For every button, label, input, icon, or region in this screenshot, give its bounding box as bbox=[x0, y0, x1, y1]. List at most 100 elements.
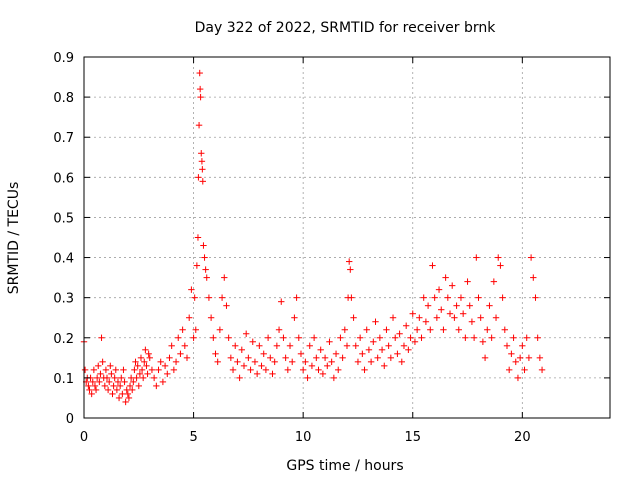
data-point bbox=[484, 326, 491, 333]
data-point bbox=[310, 334, 318, 341]
data-point bbox=[345, 258, 353, 265]
data-point bbox=[317, 346, 324, 354]
data-point bbox=[236, 374, 243, 382]
data-point bbox=[315, 366, 322, 374]
data-point bbox=[530, 274, 537, 281]
data-point bbox=[81, 366, 89, 374]
data-point bbox=[324, 362, 331, 370]
data-point bbox=[262, 366, 270, 374]
data-point bbox=[199, 178, 206, 185]
data-point bbox=[536, 354, 544, 362]
data-point bbox=[251, 358, 259, 366]
data-point bbox=[339, 354, 346, 362]
data-point bbox=[145, 350, 152, 358]
data-point bbox=[153, 382, 160, 390]
y-tick-label: 0.3 bbox=[53, 292, 74, 307]
data-point bbox=[282, 354, 289, 362]
data-point bbox=[446, 310, 454, 317]
data-point bbox=[92, 386, 100, 394]
data-point bbox=[97, 370, 104, 378]
data-point bbox=[273, 342, 281, 349]
grid bbox=[84, 57, 610, 418]
y-tick-label: 0.1 bbox=[53, 372, 74, 387]
data-point bbox=[477, 314, 484, 321]
data-point bbox=[363, 326, 370, 333]
data-point bbox=[514, 374, 522, 382]
data-point bbox=[88, 390, 95, 398]
data-point bbox=[297, 350, 305, 358]
data-point bbox=[527, 254, 535, 261]
data-point bbox=[188, 286, 195, 293]
y-tick-label: 0 bbox=[66, 412, 74, 427]
data-point bbox=[284, 366, 292, 374]
data-point bbox=[86, 386, 93, 394]
data-point bbox=[435, 286, 443, 293]
data-point bbox=[238, 346, 245, 354]
data-point bbox=[389, 314, 397, 321]
data-point bbox=[385, 342, 392, 349]
data-point bbox=[164, 370, 171, 378]
data-point bbox=[267, 354, 274, 362]
data-point bbox=[519, 342, 526, 349]
data-point bbox=[111, 374, 118, 382]
data-point bbox=[136, 370, 144, 378]
axis-ticks bbox=[83, 56, 610, 419]
data-point bbox=[196, 69, 203, 77]
x-tick-label: 0 bbox=[80, 430, 88, 445]
data-point bbox=[280, 334, 287, 341]
data-point bbox=[475, 294, 482, 301]
data-point bbox=[429, 262, 436, 269]
data-point bbox=[413, 326, 421, 333]
data-point bbox=[125, 394, 133, 402]
data-point bbox=[179, 326, 186, 333]
x-tick-labels: 0 5 10 15 20 bbox=[80, 430, 531, 445]
data-point bbox=[405, 346, 412, 354]
data-point bbox=[159, 378, 167, 386]
data-point bbox=[321, 354, 329, 362]
data-point bbox=[455, 326, 462, 333]
x-tick-label: 15 bbox=[404, 430, 421, 445]
data-point bbox=[107, 362, 114, 370]
data-point bbox=[134, 362, 141, 370]
data-point bbox=[308, 362, 316, 370]
data-point bbox=[376, 334, 384, 341]
data-point bbox=[538, 366, 546, 374]
data-point bbox=[501, 326, 508, 333]
data-point bbox=[492, 314, 500, 321]
data-point bbox=[207, 314, 215, 321]
data-point bbox=[190, 334, 197, 341]
data-point bbox=[332, 350, 340, 358]
data-point bbox=[161, 362, 169, 370]
data-point bbox=[420, 294, 427, 301]
data-point bbox=[186, 314, 193, 321]
data-point bbox=[468, 318, 476, 325]
data-point bbox=[130, 378, 137, 386]
data-point bbox=[205, 294, 213, 301]
data-point bbox=[304, 374, 311, 382]
data-point bbox=[96, 378, 103, 386]
data-point bbox=[335, 366, 342, 374]
data-point bbox=[473, 254, 480, 261]
data-point bbox=[313, 354, 320, 362]
data-point bbox=[422, 318, 430, 325]
data-point bbox=[418, 334, 425, 341]
data-point bbox=[438, 306, 445, 313]
data-point bbox=[532, 294, 539, 301]
data-point bbox=[214, 358, 221, 366]
data-point bbox=[424, 302, 432, 309]
data-point bbox=[387, 354, 395, 362]
data-point bbox=[269, 370, 276, 378]
data-point bbox=[106, 378, 113, 386]
data-point bbox=[433, 314, 441, 321]
y-axis-title: SRMTID / TECUs bbox=[6, 182, 22, 295]
data-point bbox=[350, 314, 357, 321]
data-point bbox=[109, 390, 116, 398]
data-point bbox=[372, 318, 379, 325]
data-point bbox=[383, 326, 390, 333]
data-point bbox=[299, 366, 307, 374]
data-point bbox=[365, 346, 373, 354]
data-point bbox=[201, 254, 208, 261]
data-point bbox=[137, 354, 145, 362]
data-point bbox=[392, 334, 399, 341]
data-point bbox=[319, 370, 327, 378]
